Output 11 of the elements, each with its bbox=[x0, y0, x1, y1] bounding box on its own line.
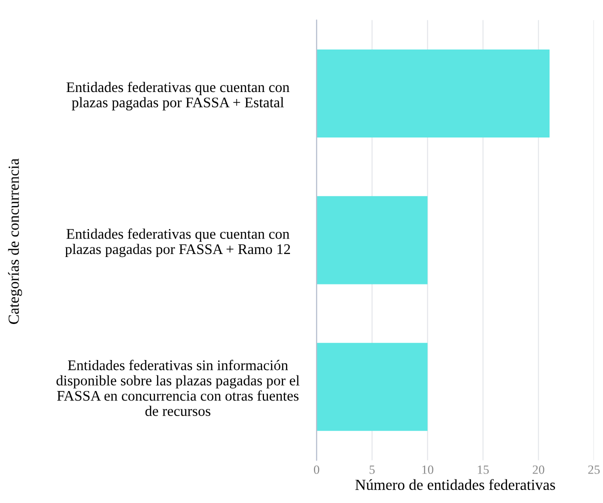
x-axis-title: Número de entidades federativas bbox=[355, 479, 556, 490]
x-tick-label: 0 bbox=[314, 465, 320, 474]
x-tick-label: 25 bbox=[588, 466, 600, 474]
x-tick-label: 5 bbox=[370, 466, 375, 474]
x-tick-label: 20 bbox=[532, 465, 544, 474]
y-tick-label: Entidades federativas sin información disponible sobre las plazas pagadas por el FASSA en concurrencia con otras fuentes de recursos bbox=[56, 360, 300, 416]
y-tick-label: Entidades federativas que cuentan con plazas pagadas por FASSA + Estatal bbox=[66, 82, 290, 110]
x-tick-label: 15 bbox=[478, 466, 489, 474]
x-tick-label: 10 bbox=[422, 465, 434, 474]
y-axis-title: Categorías de concurrencia bbox=[8, 158, 22, 324]
y-tick-label: Entidades federativas que cuentan con plazas pagadas por FASSA + Ramo 12 bbox=[65, 228, 290, 258]
